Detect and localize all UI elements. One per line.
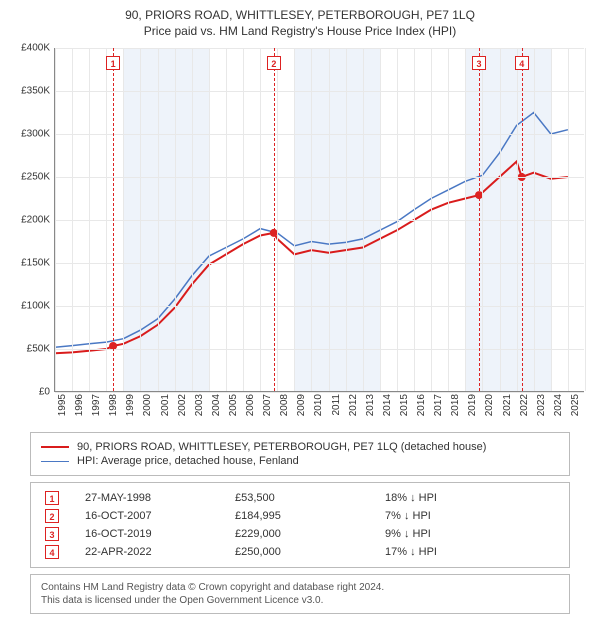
x-axis-label: 2011 <box>331 394 342 416</box>
event-badge: 2 <box>45 509 59 523</box>
x-axis-label: 2023 <box>536 394 547 416</box>
y-axis-label: £300K <box>21 129 50 140</box>
x-axis-label: 2001 <box>160 394 171 416</box>
event-price: £229,000 <box>231 525 381 543</box>
chart-box: 1 2 3 4 £0 £50K £100K £150K £200K £250K £300K £350… <box>10 44 590 424</box>
event-row: 3 16-OCT-2019£229,0009% ↓ HPI <box>41 525 559 543</box>
x-axis-label: 2018 <box>450 394 461 416</box>
event-diff: 7% ↓ HPI <box>381 507 559 525</box>
x-axis-label: 2016 <box>416 394 427 416</box>
event-line <box>113 48 114 391</box>
y-axis-label: £350K <box>21 86 50 97</box>
event-date: 16-OCT-2007 <box>81 507 231 525</box>
x-axis-label: 1997 <box>91 394 102 416</box>
event-row: 4 22-APR-2022£250,00017% ↓ HPI <box>41 543 559 561</box>
events-table: 1 27-MAY-1998£53,50018% ↓ HPI 2 16-OCT-2007… <box>30 482 570 568</box>
event-price: £250,000 <box>231 543 381 561</box>
x-axis-label: 2019 <box>467 394 478 416</box>
event-badge: 4 <box>45 545 59 559</box>
event-diff: 17% ↓ HPI <box>381 543 559 561</box>
event-line <box>522 48 523 391</box>
event-marker: 4 <box>515 56 529 70</box>
legend-label: 90, PRIORS ROAD, WHITTLESEY, PETERBOROUG… <box>77 441 486 453</box>
footnote: Contains HM Land Registry data © Crown c… <box>30 574 570 614</box>
x-axis-label: 2024 <box>553 394 564 416</box>
x-axis-label: 2017 <box>433 394 444 416</box>
x-axis-label: 2013 <box>365 394 376 416</box>
x-axis-label: 2005 <box>228 394 239 416</box>
event-marker: 1 <box>106 56 120 70</box>
y-axis-label: £400K <box>21 43 50 54</box>
x-axis-label: 2025 <box>570 394 581 416</box>
event-row: 1 27-MAY-1998£53,50018% ↓ HPI <box>41 489 559 507</box>
event-date: 16-OCT-2019 <box>81 525 231 543</box>
x-axis-label: 1998 <box>108 394 119 416</box>
legend-item: HPI: Average price, detached house, Fenl… <box>41 455 559 467</box>
x-axis-label: 2015 <box>399 394 410 416</box>
event-row: 2 16-OCT-2007£184,9957% ↓ HPI <box>41 507 559 525</box>
x-axis-label: 2010 <box>313 394 324 416</box>
footnote-line: Contains HM Land Registry data © Crown c… <box>41 581 559 594</box>
x-axis-label: 2014 <box>382 394 393 416</box>
legend-swatch <box>41 446 69 448</box>
event-badge: 1 <box>45 491 59 505</box>
chart-subtitle: Price paid vs. HM Land Registry's House … <box>10 24 590 38</box>
x-axis-label: 2002 <box>177 394 188 416</box>
footnote-line: This data is licensed under the Open Gov… <box>41 594 559 607</box>
legend: 90, PRIORS ROAD, WHITTLESEY, PETERBOROUG… <box>30 432 570 476</box>
y-axis-label: £200K <box>21 215 50 226</box>
event-marker: 3 <box>472 56 486 70</box>
x-axis-label: 2021 <box>502 394 513 416</box>
x-axis-label: 1995 <box>57 394 68 416</box>
x-axis-label: 2006 <box>245 394 256 416</box>
event-line <box>479 48 480 391</box>
x-axis-label: 2003 <box>194 394 205 416</box>
y-axis-label: £150K <box>21 258 50 269</box>
x-axis-label: 1996 <box>74 394 85 416</box>
legend-item: 90, PRIORS ROAD, WHITTLESEY, PETERBOROUG… <box>41 441 559 453</box>
y-axis-label: £100K <box>21 301 50 312</box>
x-axis-label: 2007 <box>262 394 273 416</box>
event-price: £53,500 <box>231 489 381 507</box>
event-badge: 3 <box>45 527 59 541</box>
x-axis-label: 2022 <box>519 394 530 416</box>
x-axis-label: 2000 <box>142 394 153 416</box>
chart-title: 90, PRIORS ROAD, WHITTLESEY, PETERBOROUG… <box>10 8 590 22</box>
plot-area: 1 2 3 4 <box>54 48 584 392</box>
legend-label: HPI: Average price, detached house, Fenl… <box>77 455 299 467</box>
event-marker: 2 <box>267 56 281 70</box>
x-axis-label: 1999 <box>125 394 136 416</box>
event-date: 27-MAY-1998 <box>81 489 231 507</box>
event-date: 22-APR-2022 <box>81 543 231 561</box>
x-axis-label: 2012 <box>348 394 359 416</box>
chart-container: 90, PRIORS ROAD, WHITTLESEY, PETERBOROUG… <box>0 0 600 622</box>
event-price: £184,995 <box>231 507 381 525</box>
y-axis-label: £250K <box>21 172 50 183</box>
x-axis-label: 2020 <box>484 394 495 416</box>
event-diff: 9% ↓ HPI <box>381 525 559 543</box>
y-axis-label: £0 <box>39 387 50 398</box>
event-line <box>274 48 275 391</box>
x-axis-label: 2008 <box>279 394 290 416</box>
y-axis-label: £50K <box>27 344 50 355</box>
legend-swatch <box>41 461 69 462</box>
x-axis-label: 2004 <box>211 394 222 416</box>
x-axis-label: 2009 <box>296 394 307 416</box>
event-diff: 18% ↓ HPI <box>381 489 559 507</box>
